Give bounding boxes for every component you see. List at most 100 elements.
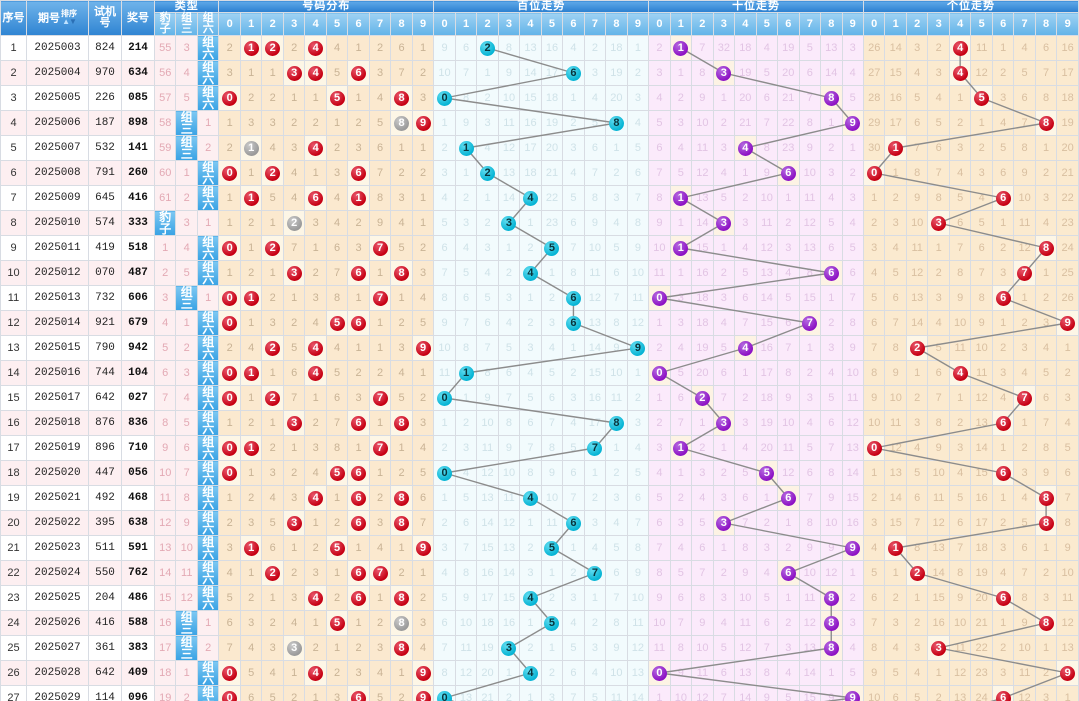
header-hundreds-6[interactable]: 6 (562, 12, 585, 36)
cell-issue[interactable]: 2025022 (26, 510, 89, 536)
table-row[interactable]: 272025029114096192组六06521365290132121375… (0, 685, 1079, 701)
header-units-0[interactable]: 0 (862, 12, 886, 36)
header-issue[interactable]: 期号排序 ▲▼ (26, 0, 89, 36)
table-row[interactable]: 5 2025007 532 141 59 组三 2 2 1 4 3 4 2 3 6 1 1 2 1 4 12 17 20 3 6… (0, 135, 1079, 161)
sort-arrows[interactable]: ▲▼ (62, 17, 77, 26)
header-test-number[interactable]: 试机号 (88, 0, 122, 36)
header-units-1[interactable]: 1 (884, 12, 907, 36)
cell-issue[interactable]: 2025026 (26, 610, 89, 636)
cell-issue[interactable]: 2025010 (26, 210, 89, 236)
header-seq[interactable]: 序号 (0, 0, 27, 36)
header-prize-number[interactable]: 奖号 (121, 0, 155, 36)
cell-issue[interactable]: 2025015 (26, 335, 89, 361)
header-units-7[interactable]: 7 (1013, 12, 1036, 36)
header-distribution-2[interactable]: 2 (261, 12, 284, 36)
header-hundreds-4[interactable]: 4 (519, 12, 542, 36)
cell-issue[interactable]: 2025009 (26, 185, 89, 211)
header-hundreds-8[interactable]: 8 (605, 12, 628, 36)
table-row[interactable]: 16 2025018 876 836 8 5 组六 1 2 1 3 2 7 6 1 8 3 1 2 10 8 6 7 4 17 8… (0, 410, 1079, 436)
header-distribution-3[interactable]: 3 (282, 12, 306, 36)
header-distribution-0[interactable]: 0 (218, 12, 241, 36)
table-row[interactable]: 4 2025006 187 898 58 组三 1 1 3 3 2 2 1 2 5 8 9 1 9 3 11 16 19 2 5… (0, 110, 1079, 136)
header-tens-9[interactable]: 9 (841, 12, 864, 36)
header-distribution-8[interactable]: 8 (390, 12, 413, 36)
header-tens-1[interactable]: 1 (669, 12, 693, 36)
header-type-leopard[interactable]: 豹子 (153, 12, 177, 36)
table-row[interactable]: 19 2025021 492 468 11 8 组六 1 2 4 3 4 1 6 2 8 6 1 5 13 11 4 10 7… (0, 485, 1079, 511)
header-units-6[interactable]: 6 (991, 12, 1015, 36)
header-tens-4[interactable]: 4 (734, 12, 757, 36)
cell-issue[interactable]: 2025013 (26, 285, 89, 311)
table-row[interactable]: 3 2025005 226 085 57 5 组六 0 2 2 1 1 5 1 4 8 3 0 8 2 10 15 18 1 4… (0, 85, 1079, 111)
header-type-group6[interactable]: 组六 (196, 12, 220, 36)
header-hundreds-9[interactable]: 9 (626, 12, 650, 36)
header-type-group3[interactable]: 组三 (175, 12, 198, 36)
header-units-8[interactable]: 8 (1034, 12, 1058, 36)
header-hundreds-2[interactable]: 2 (476, 12, 499, 36)
header-tens-2[interactable]: 2 (691, 12, 714, 36)
header-distribution-9[interactable]: 9 (411, 12, 435, 36)
header-tens-7[interactable]: 7 (798, 12, 822, 36)
cell-issue[interactable]: 2025024 (26, 560, 89, 586)
header-tens-6[interactable]: 6 (777, 12, 800, 36)
header-distribution-1[interactable]: 1 (239, 12, 263, 36)
header-units-4[interactable]: 4 (948, 12, 972, 36)
sort-control[interactable]: 排序 ▲▼ (61, 9, 77, 27)
table-row[interactable]: 8 2025010 574 333 豹子 3 1 1 2 1 2 3 4 2 9 4 1 5 3 2 3 1 23 6 9 4 8 9… (0, 210, 1079, 236)
header-hundreds-5[interactable]: 5 (540, 12, 564, 36)
table-row[interactable]: 25 2025027 361 383 17 组三 2 7 4 3 3 2 1 2 3 8 4 7 11 19 3 2 1 5 3… (0, 635, 1079, 661)
header-tens-8[interactable]: 8 (820, 12, 843, 36)
cell-issue[interactable]: 2025011 (26, 235, 89, 261)
cell-issue[interactable]: 2025017 (26, 385, 89, 411)
table-row[interactable]: 26 2025028 642 409 18 1 组六 0 5 4 1 4 2 3 4 1 9 8 12 20 1 4 2 6 4… (0, 660, 1079, 686)
cell-issue[interactable]: 2025016 (26, 360, 89, 386)
cell-issue[interactable]: 2025020 (26, 460, 89, 486)
table-row[interactable]: 7 2025009 645 416 61 2 组六 1 1 5 4 6 4 1 8 3 1 4 2 1 14 4 22 5 8 3… (0, 185, 1079, 211)
cell-issue[interactable]: 2025003 (26, 35, 89, 61)
table-row[interactable]: 24 2025026 416 588 16 组三 1 6 3 2 4 1 5 1 2 8 3 6 10 18 16 1 5 4… (0, 610, 1079, 636)
cell-issue[interactable]: 2025028 (26, 660, 89, 686)
table-row[interactable]: 18 2025020 447 056 10 7 组六 0 1 3 2 4 5 6 1 2 5 0 4 12 10 8 9 6 1… (0, 460, 1079, 486)
cell-issue[interactable]: 2025029 (26, 685, 89, 701)
table-row[interactable]: 22 2025024 550 762 14 11 组六 4 1 2 2 3 1 6 7 2 1 4 8 16 14 3 1 2… (0, 560, 1079, 586)
table-row[interactable]: 9 2025011 419 518 1 4 组六 0 1 2 7 1 6 3 7 5 2 6 4 3 1 2 5 7 10 5 9 1… (0, 235, 1079, 261)
cell-issue[interactable]: 2025018 (26, 410, 89, 436)
table-row[interactable]: 23 2025025 204 486 15 12 组六 5 2 1 3 4 2 6 1 8 2 5 9 17 15 4 2 3… (0, 585, 1079, 611)
cell-issue[interactable]: 2025005 (26, 85, 89, 111)
table-row[interactable]: 15 2025017 642 027 7 4 组六 0 1 2 7 1 6 3 7 5 2 0 1 9 7 5 6 3 16 11… (0, 385, 1079, 411)
header-tens-0[interactable]: 0 (648, 12, 671, 36)
table-row[interactable]: 10 2025012 070 487 2 5 组六 1 2 1 3 2 7 6 1 8 3 7 5 4 2 4 1 8 11 6 1… (0, 260, 1079, 286)
cell-issue[interactable]: 2025012 (26, 260, 89, 286)
table-row[interactable]: 6 2025008 791 260 60 1 组六 0 1 2 4 1 3 6 7 2 2 3 1 2 13 18 21 4 7… (0, 160, 1079, 186)
table-row[interactable]: 13 2025015 790 942 5 2 组六 2 4 2 5 4 4 1 1 3 9 10 8 7 5 3 4 1 14 9… (0, 335, 1079, 361)
header-tens-3[interactable]: 3 (712, 12, 736, 36)
cell-issue[interactable]: 2025021 (26, 485, 89, 511)
header-distribution-7[interactable]: 7 (368, 12, 392, 36)
table-row[interactable]: 20 2025022 395 638 12 9 组六 2 3 5 3 1 2 6 3 8 7 2 6 14 12 1 11 6… (0, 510, 1079, 536)
header-units-2[interactable]: 2 (905, 12, 929, 36)
header-units-5[interactable]: 5 (970, 12, 993, 36)
header-units-9[interactable]: 9 (1056, 12, 1079, 36)
cell-issue[interactable]: 2025023 (26, 535, 89, 561)
header-units-3[interactable]: 3 (927, 12, 950, 36)
table-row[interactable]: 17 2025019 896 710 9 6 组六 0 1 2 1 3 8 1 7 1 4 2 3 11 9 7 8 5 7 1 4… (0, 435, 1079, 461)
cell-issue[interactable]: 2025014 (26, 310, 89, 336)
header-distribution-4[interactable]: 4 (304, 12, 327, 36)
cell-issue[interactable]: 2025019 (26, 435, 89, 461)
cell-issue[interactable]: 2025008 (26, 160, 89, 186)
cell-issue[interactable]: 2025006 (26, 110, 89, 136)
table-row[interactable]: 11 2025013 732 606 3 组三 1 0 1 2 1 3 8 1 7 1 4 8 6 5 3 1 2 6 12 7 1… (0, 285, 1079, 311)
sort-asc-icon[interactable]: ▲ (62, 17, 70, 26)
table-row[interactable]: 21 2025023 511 591 13 10 组六 3 1 6 1 2 5 1 4 1 9 3 7 15 13 2 5 1… (0, 535, 1079, 561)
sort-desc-icon[interactable]: ▼ (69, 17, 77, 26)
cell-issue[interactable]: 2025007 (26, 135, 89, 161)
header-tens-5[interactable]: 5 (755, 12, 779, 36)
header-hundreds-0[interactable]: 0 (433, 12, 456, 36)
header-hundreds-7[interactable]: 7 (583, 12, 607, 36)
cell-issue[interactable]: 2025004 (26, 60, 89, 86)
table-row[interactable]: 12 2025014 921 679 4 1 组六 0 1 3 2 4 5 6 1 2 5 9 7 6 4 2 3 6 13 8 1… (0, 310, 1079, 336)
header-hundreds-3[interactable]: 3 (497, 12, 521, 36)
header-distribution-6[interactable]: 6 (347, 12, 370, 36)
table-row[interactable]: 14 2025016 744 104 6 3 组六 0 1 1 6 4 5 2 2 4 1 11 1 8 6 4 5 2 15 1… (0, 360, 1079, 386)
cell-issue[interactable]: 2025027 (26, 635, 89, 661)
